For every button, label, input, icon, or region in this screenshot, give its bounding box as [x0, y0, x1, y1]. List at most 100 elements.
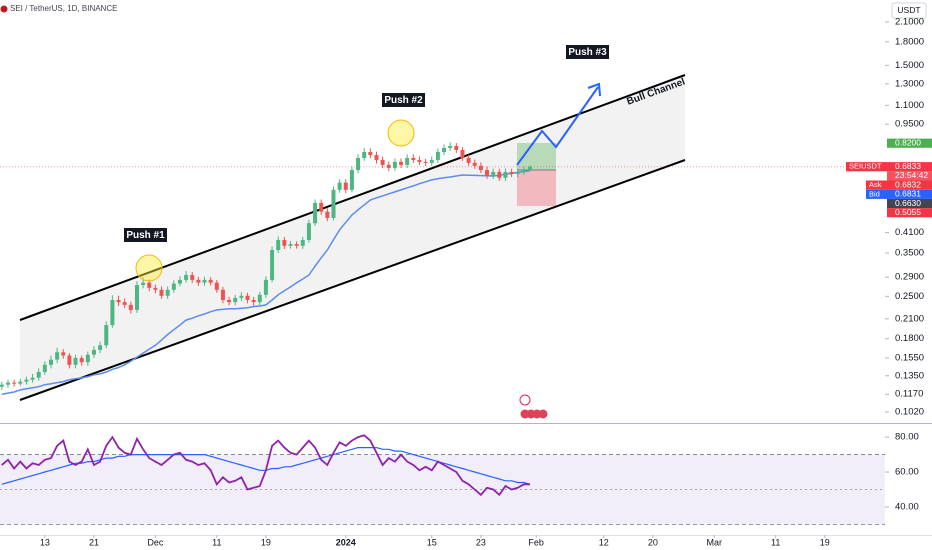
y-tick-label: 1.1000 — [895, 100, 924, 111]
channel-fill — [20, 75, 685, 400]
event-icon — [538, 409, 548, 419]
candle-body — [270, 250, 275, 280]
candle-body — [386, 164, 391, 168]
price-marker-name-box — [846, 162, 887, 172]
candle-body — [380, 159, 385, 165]
price-layer — [0, 142, 885, 395]
price-marker-label: 0.6630 — [895, 198, 921, 208]
candle-body — [190, 275, 195, 280]
projection-arrow — [516, 86, 599, 166]
candle-body — [392, 161, 397, 168]
candle-body — [423, 161, 428, 163]
price-marker-label: 0.6832 — [895, 179, 921, 189]
candle-body — [362, 151, 367, 159]
price-marker-label: 0.5055 — [895, 207, 921, 217]
channel-upper — [19, 74, 686, 321]
countdown: 23:54:42 — [895, 170, 928, 180]
y-tick-label: 0.1350 — [895, 370, 924, 381]
y-tick-label: 1.3000 — [895, 78, 924, 89]
candle-body — [196, 279, 201, 283]
candle-body — [24, 379, 29, 382]
x-tick-label: 20 — [648, 537, 658, 547]
candle-body — [319, 202, 324, 212]
candle-body — [233, 297, 238, 303]
price-marker-name-box — [866, 180, 887, 190]
candle-body — [61, 352, 66, 356]
rsi-y-tick-label: 40.00 — [895, 502, 919, 513]
price-marker-name: SEIUSDT — [849, 162, 882, 171]
price-marker-label: 0.6833 — [895, 161, 921, 171]
candle-body — [313, 202, 318, 224]
y-tick-label: 0.2100 — [895, 313, 924, 324]
channel-lower — [19, 159, 686, 401]
candle-body — [165, 289, 170, 296]
candle-body — [528, 166, 533, 171]
candle-body — [251, 300, 256, 303]
candle-body — [79, 357, 84, 363]
candle-body — [282, 240, 287, 246]
candle-body — [257, 294, 262, 303]
candle-body — [202, 279, 207, 283]
price-marker — [887, 208, 932, 218]
moving-average — [1, 169, 531, 395]
price-marker — [887, 198, 932, 209]
candle-body — [454, 146, 459, 150]
symbol-icon — [0, 5, 8, 13]
candle-body — [110, 300, 115, 326]
candle-body — [435, 151, 440, 160]
event-icon — [519, 394, 531, 406]
candle-body — [227, 300, 232, 303]
annotation: Push #2 — [384, 95, 423, 106]
candle-body — [331, 189, 336, 219]
candle-body — [503, 171, 508, 178]
price-marker-name: Ask — [869, 180, 882, 189]
candle-body — [429, 159, 434, 163]
x-tick-label: Dec — [147, 537, 164, 547]
candle-body — [288, 244, 293, 246]
x-tick-label: 11 — [771, 537, 780, 547]
price-marker-name-box — [866, 189, 887, 199]
candle-body — [306, 223, 311, 241]
x-tick-label: 19 — [261, 537, 271, 547]
candle-body — [478, 165, 483, 171]
annotation: Push #1 — [126, 230, 165, 241]
y-tick-label: 0.2900 — [895, 272, 924, 283]
candle-body — [417, 159, 422, 162]
candle-body — [104, 325, 109, 346]
y-tick-label: 0.1800 — [895, 333, 924, 344]
candle-body — [294, 244, 299, 246]
candle-body — [67, 355, 72, 365]
candle-body — [325, 211, 330, 219]
candle-body — [0, 384, 4, 387]
candle-body — [141, 282, 146, 285]
y-tick-label: 0.4100 — [895, 227, 924, 238]
candle-body — [356, 158, 361, 171]
candle-body — [134, 284, 139, 310]
rsi-band — [0, 454, 885, 525]
currency: USDT — [897, 5, 920, 15]
y-tick-label: 1.8000 — [895, 36, 924, 47]
price-marker — [887, 180, 932, 190]
candle-body — [85, 354, 90, 363]
x-tick-label: Mar — [707, 537, 723, 547]
candle-body — [184, 275, 189, 280]
x-tick-label: 15 — [427, 537, 437, 547]
rsi-y-tick-label: 80.00 — [895, 432, 919, 443]
y-tick-label: 0.3500 — [895, 247, 924, 258]
candle-body — [159, 289, 164, 296]
candle-body — [239, 295, 244, 298]
candle-body — [128, 304, 133, 310]
candle-body — [509, 171, 514, 174]
candle-body — [399, 161, 404, 165]
rsi-layer — [0, 434, 885, 525]
x-tick-label: 21 — [89, 537, 99, 547]
candle-body — [472, 162, 477, 166]
candle-body — [153, 287, 158, 290]
candle-body — [208, 279, 213, 283]
candle-body — [368, 151, 373, 156]
candle-body — [30, 377, 35, 380]
rsi-y-tick-label: 60.00 — [895, 467, 919, 478]
candle-body — [220, 289, 225, 301]
